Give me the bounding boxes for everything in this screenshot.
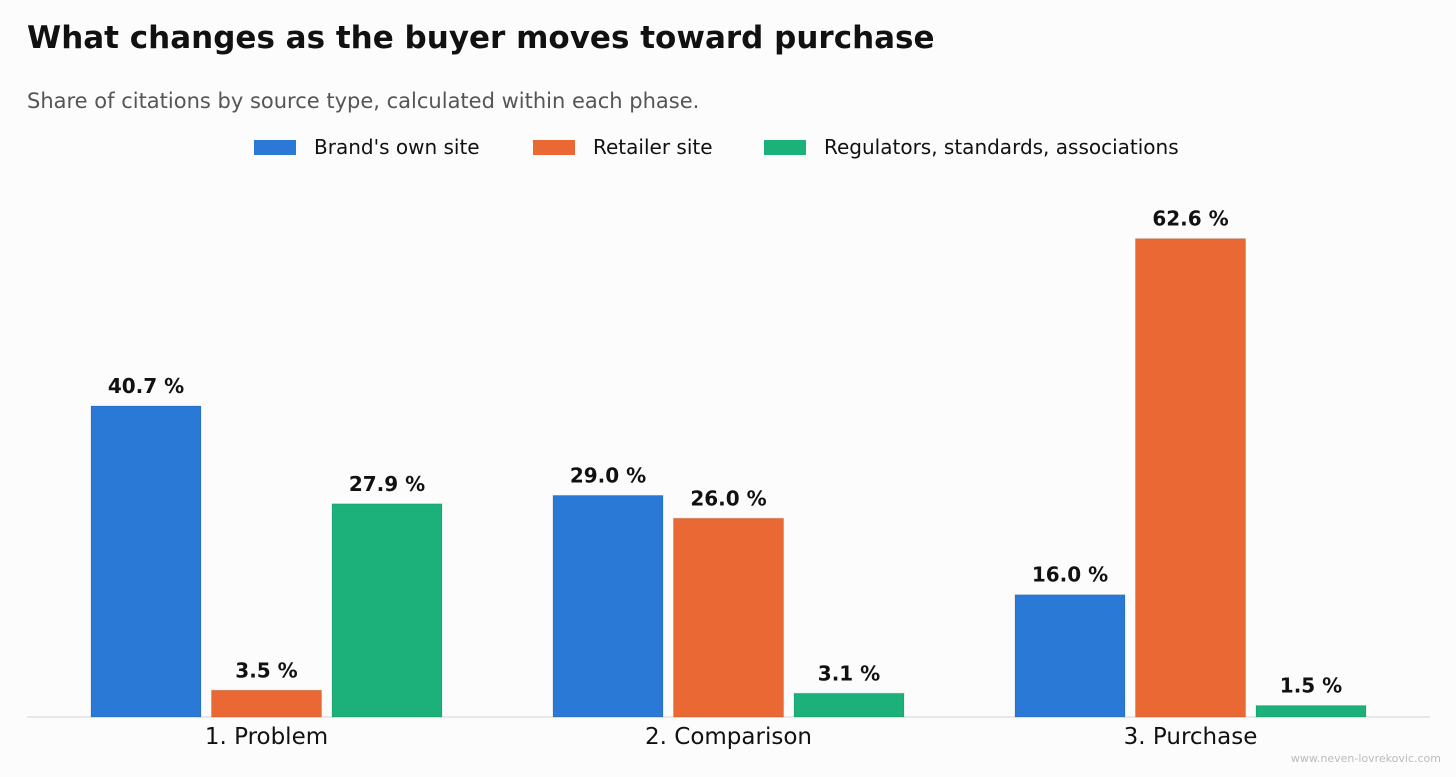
data-label-comparison-retailer: 26.0 % bbox=[690, 486, 766, 510]
legend-swatch-retailer bbox=[533, 139, 575, 155]
data-label-problem-regulators: 27.9 % bbox=[349, 472, 425, 496]
chart-subtitle: Share of citations by source type, calcu… bbox=[27, 89, 700, 113]
legend-label-brand: Brand's own site bbox=[314, 135, 480, 159]
x-tick-label-comparison: 2. Comparison bbox=[645, 724, 812, 750]
bar-purchase-retailer bbox=[1135, 238, 1246, 718]
legend-item-retailer: Retailer site bbox=[533, 134, 713, 160]
bar-comparison-brand bbox=[552, 494, 664, 718]
legend-label-regulators: Regulators, standards, associations bbox=[824, 135, 1179, 159]
data-label-problem-retailer: 3.5 % bbox=[235, 658, 297, 682]
legend-item-regulators: Regulators, standards, associations bbox=[764, 134, 1179, 160]
bar-comparison-regulators bbox=[793, 692, 905, 718]
legend-swatch-regulators bbox=[764, 139, 806, 155]
legend-swatch-brand bbox=[254, 139, 296, 155]
data-label-comparison-regulators: 3.1 % bbox=[818, 661, 880, 685]
x-tick-label-problem: 1. Problem bbox=[205, 724, 328, 750]
legend-label-retailer: Retailer site bbox=[593, 135, 713, 159]
legend: Brand's own site Retailer site Regulator… bbox=[0, 134, 1456, 160]
chart-title: What changes as the buyer moves toward p… bbox=[27, 20, 935, 56]
legend-item-brand: Brand's own site bbox=[254, 134, 480, 160]
watermark: www.neven-lovrekovic.com bbox=[1290, 752, 1441, 765]
data-label-purchase-regulators: 1.5 % bbox=[1280, 674, 1342, 698]
bar-problem-retailer bbox=[211, 689, 322, 718]
data-label-comparison-brand: 29.0 % bbox=[570, 463, 646, 487]
bar-problem-brand bbox=[90, 405, 202, 718]
bar-purchase-regulators bbox=[1255, 705, 1367, 718]
data-label-purchase-brand: 16.0 % bbox=[1032, 563, 1108, 587]
data-label-purchase-retailer: 62.6 % bbox=[1152, 207, 1228, 231]
x-tick-label-purchase: 3. Purchase bbox=[1124, 724, 1258, 750]
bar-comparison-retailer bbox=[673, 517, 784, 718]
bar-problem-regulators bbox=[331, 503, 443, 718]
bar-purchase-brand bbox=[1014, 594, 1126, 718]
data-label-problem-brand: 40.7 % bbox=[108, 374, 184, 398]
